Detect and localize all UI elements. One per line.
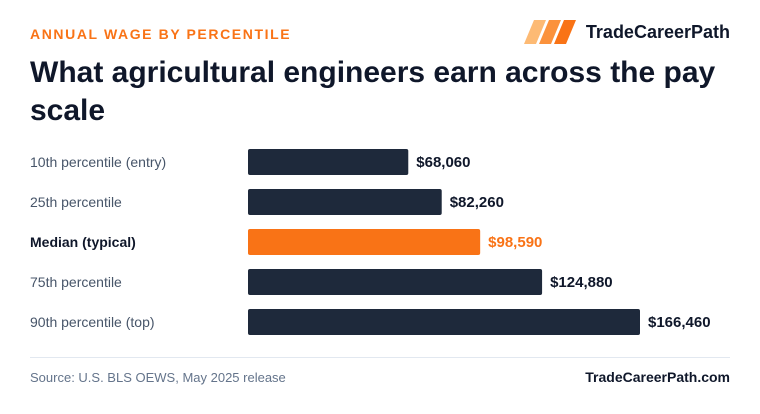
chart-title: What agricultural engineers earn across … — [30, 56, 716, 127]
bar — [248, 189, 442, 215]
site-url[interactable]: TradeCareerPath.com — [585, 369, 730, 385]
value-label: $124,880 — [550, 274, 613, 291]
bar-chart: 10th percentile (entry) $68,060 25th perce… — [30, 142, 730, 342]
row-label: 75th percentile — [30, 274, 122, 290]
bar — [248, 269, 543, 295]
value-label: $166,460 — [648, 314, 711, 331]
row-label: 10th percentile (entry) — [30, 154, 166, 170]
eyebrow-label: ANNUAL WAGE BY PERCENTILE — [30, 26, 292, 42]
row-label: Median (typical) — [30, 234, 136, 250]
stripes-logo-icon — [523, 20, 576, 44]
source-note: Source: U.S. BLS OEWS, May 2025 release — [30, 370, 286, 385]
bar — [248, 309, 640, 335]
value-label: $82,260 — [450, 194, 504, 211]
value-label: $98,590 — [488, 234, 542, 251]
row-label: 90th percentile (top) — [30, 314, 155, 330]
bar — [248, 229, 481, 255]
brand[interactable]: TradeCareerPath — [523, 20, 730, 44]
row-label: 25th percentile — [30, 194, 122, 210]
bar — [248, 149, 409, 175]
chart-svg: 10th percentile (entry) $68,060 25th perce… — [30, 149, 711, 335]
footer-divider — [30, 357, 730, 358]
brand-name: TradeCareerPath — [585, 21, 730, 42]
value-label: $68,060 — [416, 154, 470, 171]
